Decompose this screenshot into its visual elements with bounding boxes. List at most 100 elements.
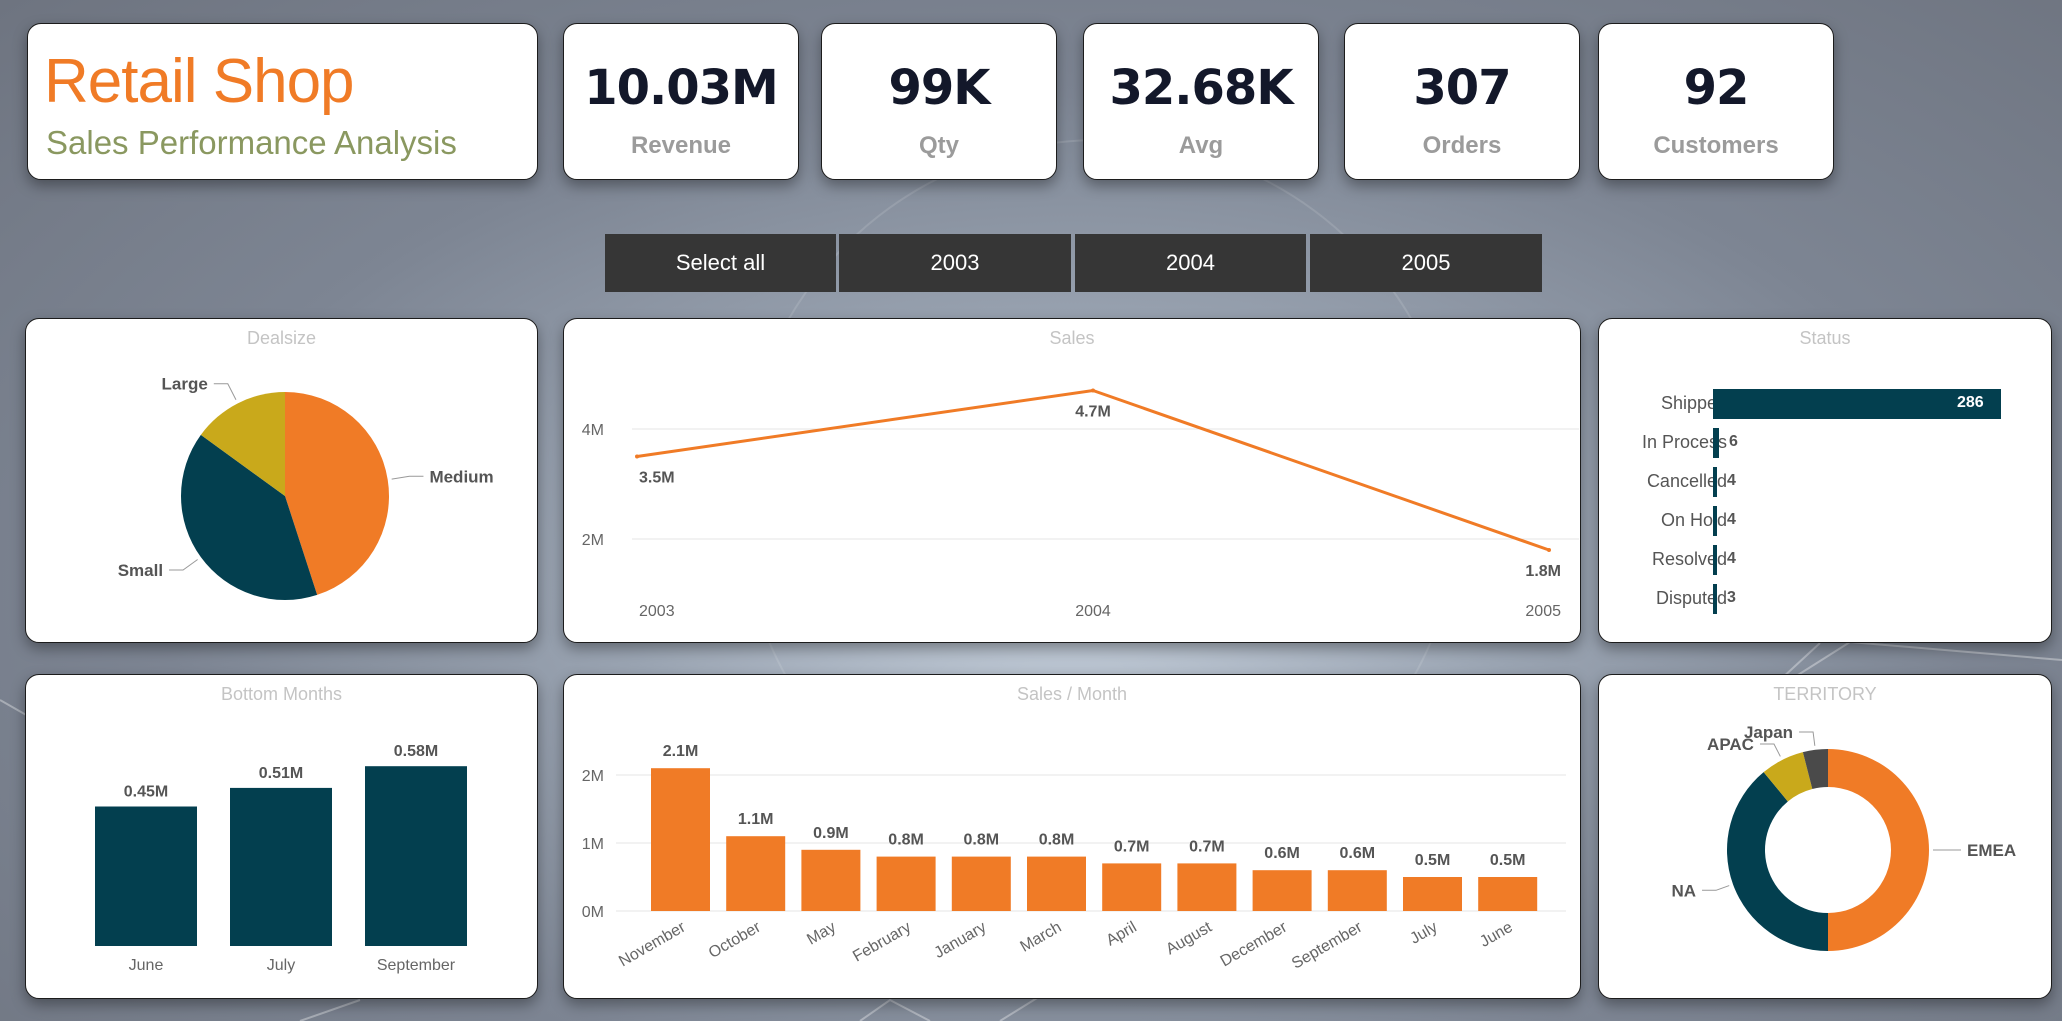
x-tick-label: April bbox=[1103, 919, 1139, 950]
bar bbox=[801, 849, 861, 911]
status-row: Cancelled 4 bbox=[1599, 467, 2039, 497]
data-label: 0.51M bbox=[259, 765, 303, 782]
slicer-2003[interactable]: 2003 bbox=[839, 234, 1071, 292]
pie-label: Large bbox=[162, 375, 208, 394]
status-label: Resolved bbox=[1651, 549, 1727, 569]
status-row: On Hold 4 bbox=[1599, 506, 2039, 536]
slicer-2004[interactable]: 2004 bbox=[1075, 234, 1306, 292]
bar bbox=[876, 856, 936, 911]
leader-line bbox=[213, 383, 237, 400]
kpi-customers: 92 Customers bbox=[1598, 23, 1834, 180]
kpi-value: 10.03M bbox=[584, 60, 779, 116]
status-bar bbox=[1713, 584, 1717, 614]
bar bbox=[365, 766, 467, 946]
sales-month-bar-chart[interactable]: 0M 1M 2M 2.1M November 1.1M October 0.9M May 0.8M… bbox=[564, 675, 1581, 999]
chart-title: TERRITORY bbox=[1773, 684, 1877, 704]
dealsize-card: Dealsize Medium Small Large bbox=[25, 318, 538, 643]
x-tick-label: July bbox=[267, 957, 295, 974]
x-tick-label: June bbox=[1477, 919, 1516, 951]
status-label: Cancelled bbox=[1646, 471, 1727, 491]
dashboard-subtitle: Sales Performance Analysis bbox=[46, 124, 457, 161]
data-label: 0.9M bbox=[813, 825, 849, 842]
pie-label: Small bbox=[118, 561, 163, 580]
x-tick-label: October bbox=[706, 918, 764, 962]
status-bar bbox=[1713, 545, 1718, 575]
leader-line bbox=[169, 559, 198, 571]
x-tick-label: 2004 bbox=[1075, 603, 1111, 620]
pie-label: NA bbox=[1671, 881, 1696, 900]
bar bbox=[230, 787, 332, 946]
pie-slice-japan bbox=[1802, 749, 1828, 789]
kpi-value: 92 bbox=[1683, 60, 1750, 116]
x-tick-label: February bbox=[850, 919, 914, 966]
pie-label: Medium bbox=[429, 467, 493, 486]
kpi-avg: 32.68K Avg bbox=[1083, 23, 1319, 180]
data-label: 0.6M bbox=[1340, 845, 1376, 862]
data-label: 0.8M bbox=[964, 832, 1000, 849]
status-label: On Hold bbox=[1660, 510, 1727, 530]
pie-label: EMEA bbox=[1967, 841, 2016, 860]
slicer-2005[interactable]: 2005 bbox=[1310, 234, 1542, 292]
status-value: 3 bbox=[1727, 589, 1736, 606]
status-value: 4 bbox=[1727, 511, 1736, 528]
status-row: Resolved 4 bbox=[1599, 545, 2039, 575]
status-value: 4 bbox=[1727, 472, 1736, 489]
status-label: In Process bbox=[1641, 432, 1727, 452]
pie-slice-small bbox=[181, 434, 318, 600]
sales-line-chart[interactable]: 2M 4M 3.5M 2003 4.7M 2004 1.8M 2005 bbox=[564, 319, 1581, 643]
x-tick-label: 2005 bbox=[1525, 603, 1561, 620]
kpi-value: 32.68K bbox=[1109, 60, 1293, 116]
line-point bbox=[635, 454, 639, 459]
kpi-revenue: 10.03M Revenue bbox=[563, 23, 799, 180]
kpi-value: 99K bbox=[888, 60, 991, 116]
data-label: 0.5M bbox=[1490, 852, 1526, 869]
status-bar-chart[interactable]: Shipped 286 In Process 6 Cancelled 4 On Hold 4 R… bbox=[1599, 319, 2051, 642]
x-tick-label: May bbox=[804, 919, 839, 949]
bar bbox=[1027, 856, 1086, 911]
pie-slice-medium bbox=[285, 392, 389, 595]
status-value: 6 bbox=[1729, 433, 1738, 450]
sales-month-card: Sales / Month 0M 1M 2M 2.1M November 1.1M Octo… bbox=[563, 674, 1581, 999]
bottom-months-card: Bottom Months 0.45M June 0.51M July 0.58M Sep… bbox=[25, 674, 538, 999]
data-label: 1.8M bbox=[1525, 563, 1561, 580]
pie-slice-emea bbox=[1828, 749, 1929, 951]
leader-line bbox=[391, 475, 424, 480]
bottom-months-bar-chart[interactable]: 0.45M June 0.51M July 0.58M September bbox=[26, 675, 538, 999]
pie-label: Japan bbox=[1744, 723, 1793, 742]
pie-slice-large bbox=[200, 392, 285, 496]
leader-line bbox=[1702, 885, 1730, 891]
chart-title: Status bbox=[1799, 328, 1851, 348]
data-label: 0.58M bbox=[394, 743, 438, 760]
chart-title: Bottom Months bbox=[220, 684, 343, 704]
dealsize-pie-chart[interactable]: Medium Small Large bbox=[26, 319, 538, 643]
data-label: 0.6M bbox=[1264, 845, 1300, 862]
bar bbox=[726, 836, 786, 911]
y-tick-label: 2M bbox=[582, 768, 604, 785]
status-label: Disputed bbox=[1655, 588, 1727, 608]
bar bbox=[1403, 877, 1462, 911]
slicer-select-all[interactable]: Select all bbox=[605, 234, 836, 292]
status-row: In Process 6 bbox=[1599, 428, 2039, 458]
kpi-label: Revenue bbox=[630, 132, 732, 159]
data-label: 0.7M bbox=[1189, 838, 1225, 855]
data-label: 4.7M bbox=[1075, 404, 1111, 421]
x-tick-label: January bbox=[932, 919, 990, 962]
status-card: Status Shipped 286 In Process 6 Cancelled 4 On… bbox=[1598, 318, 2052, 643]
bar bbox=[1478, 877, 1538, 911]
x-tick-label: March bbox=[1018, 919, 1065, 956]
x-tick-label: September bbox=[1289, 918, 1366, 972]
pie-slice-apac bbox=[1763, 752, 1813, 802]
bar bbox=[951, 856, 1011, 911]
x-tick-label: August bbox=[1163, 918, 1215, 958]
kpi-label: Orders bbox=[1422, 132, 1502, 159]
status-bar bbox=[1713, 506, 1718, 536]
line-point bbox=[1547, 548, 1551, 552]
x-tick-label: July bbox=[1407, 919, 1440, 948]
x-tick-label: 2003 bbox=[639, 603, 675, 620]
pie-slice-na bbox=[1727, 772, 1828, 951]
status-row: Shipped 286 bbox=[1599, 389, 2039, 419]
data-label: 1.1M bbox=[738, 811, 774, 828]
sales-card: Sales 2M 4M 3.5M 2003 4.7M 2004 1.8M 2005 bbox=[563, 318, 1581, 643]
data-label: 3.5M bbox=[639, 470, 675, 487]
